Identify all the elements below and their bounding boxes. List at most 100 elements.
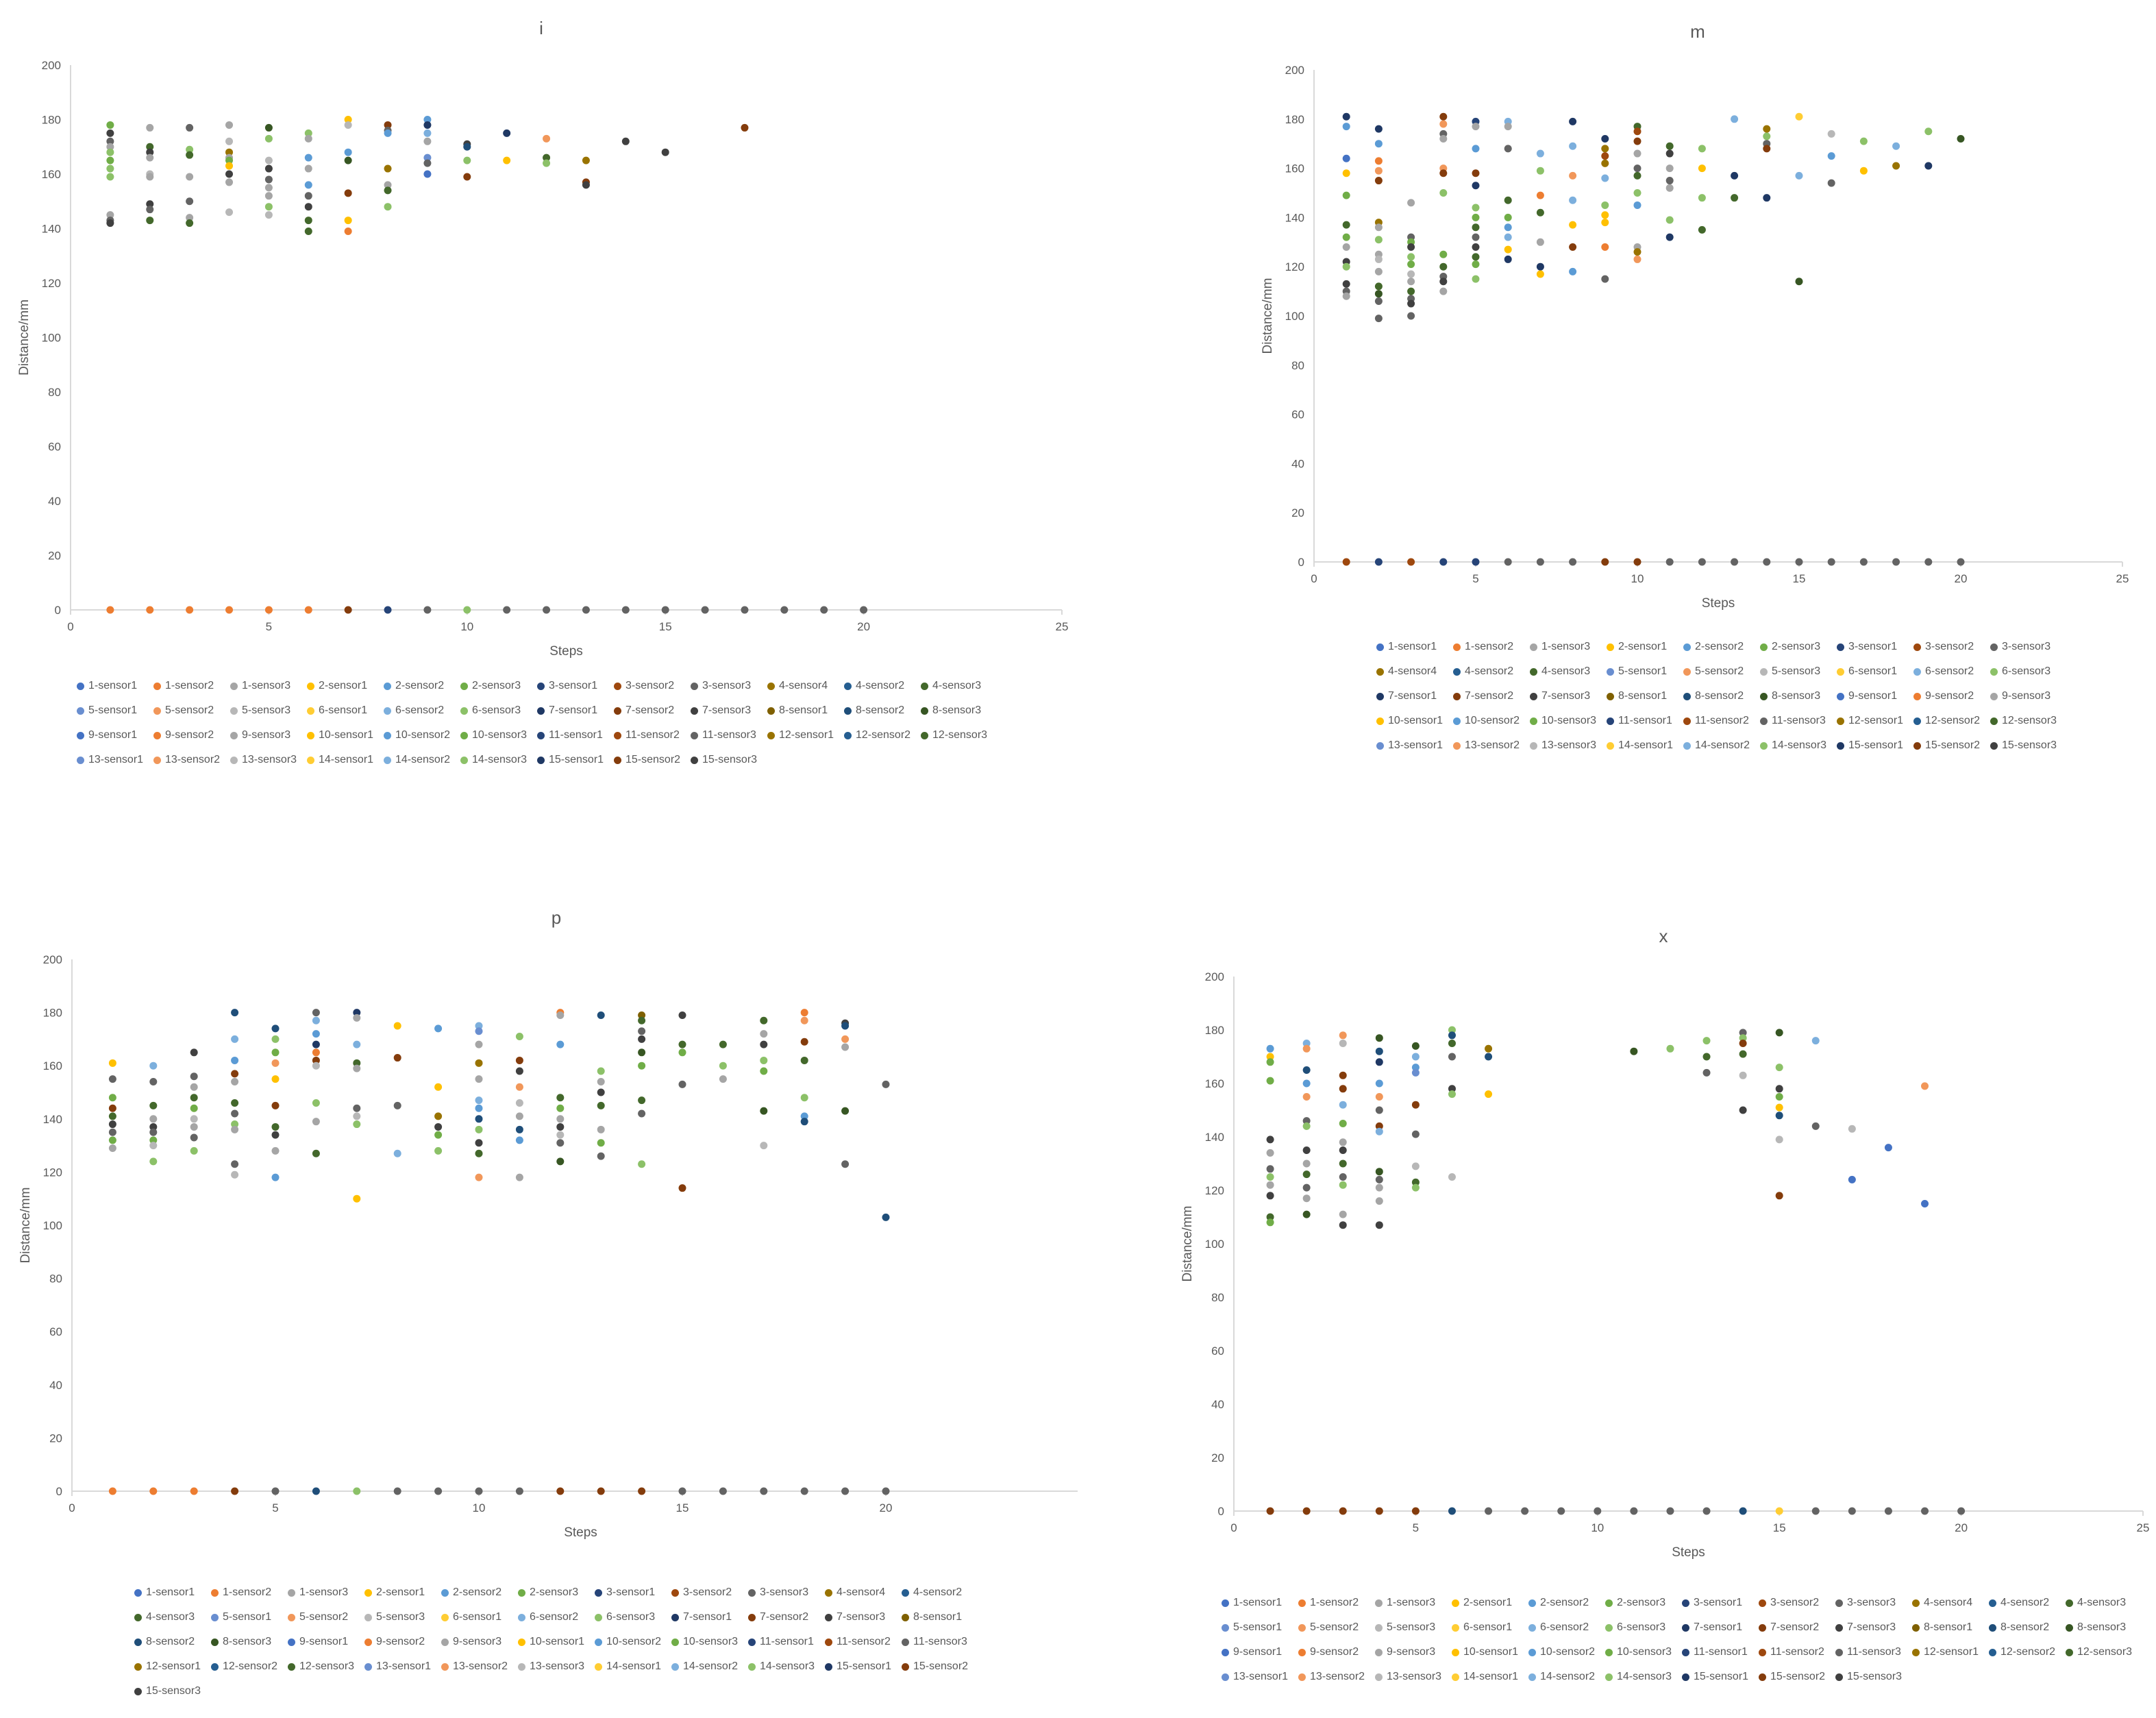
legend-marker	[364, 1613, 372, 1621]
data-point	[1775, 1029, 1783, 1037]
data-point	[384, 129, 392, 137]
legend-marker	[230, 707, 238, 715]
data-point	[1375, 1106, 1383, 1114]
legend-label: 1-sensor1	[146, 1586, 195, 1598]
x-tick-label: 10	[473, 1501, 486, 1514]
legend-item: 3-sensor1	[595, 1586, 671, 1599]
data-point	[312, 1062, 320, 1070]
data-point	[1536, 191, 1544, 199]
data-point	[515, 1487, 523, 1495]
data-point	[304, 154, 312, 162]
legend-item: 1-sensor1	[77, 680, 153, 692]
data-point	[304, 181, 312, 189]
data-point	[312, 1048, 320, 1057]
legend-item: 4-sensor2	[1453, 665, 1530, 678]
data-point	[841, 1022, 850, 1030]
legend-marker	[1837, 667, 1844, 676]
data-point	[1795, 278, 1803, 286]
legend-item: 8-sensor1	[1607, 690, 1683, 702]
data-point	[475, 1075, 483, 1083]
data-point	[304, 203, 312, 211]
legend-marker	[1835, 1673, 1843, 1681]
legend-item: 5-sensor2	[1298, 1621, 1375, 1634]
legend-marker	[825, 1613, 832, 1621]
legend-item: 3-sensor2	[614, 680, 691, 692]
data-point	[271, 1024, 280, 1033]
legend-marker	[230, 731, 238, 739]
legend-item: 10-sensor3	[1530, 715, 1607, 727]
data-point	[1472, 204, 1480, 212]
data-point	[106, 164, 114, 173]
legend-item: 15-sensor1	[825, 1660, 902, 1673]
data-point	[678, 1184, 686, 1192]
legend-label: 4-sensor4	[779, 680, 828, 691]
data-point	[190, 1115, 198, 1123]
data-point	[760, 1067, 768, 1075]
legend-label: 7-sensor3	[837, 1611, 886, 1623]
data-point	[393, 1022, 401, 1030]
legend-item: 8-sensor1	[902, 1611, 978, 1623]
legend-label: 14-sensor3	[472, 754, 528, 765]
legend-label: 1-sensor1	[1388, 641, 1437, 652]
legend-marker	[153, 682, 161, 690]
data-point	[1374, 157, 1383, 165]
legend-item: 12-sensor1	[1837, 715, 1913, 727]
legend-label: 5-sensor2	[165, 704, 214, 716]
data-point	[108, 1120, 116, 1129]
data-point	[1557, 1507, 1565, 1515]
legend-item: 11-sensor1	[537, 729, 614, 741]
data-point	[434, 1122, 443, 1131]
data-point	[556, 1115, 565, 1123]
data-point	[1407, 270, 1415, 278]
data-point	[1504, 123, 1512, 131]
legend-label: 6-sensor2	[530, 1611, 579, 1623]
chart-p-legend: 1-sensor1 1-sensor2 1-sensor3 2-sensor1 2-se…	[134, 1586, 998, 1697]
data-point	[271, 1059, 280, 1067]
data-point	[108, 1112, 116, 1120]
legend-item: 1-sensor2	[211, 1586, 288, 1599]
legend-item: 13-sensor1	[1376, 739, 1453, 752]
data-point	[515, 1083, 523, 1091]
data-point	[882, 1487, 890, 1495]
data-point	[1665, 216, 1674, 224]
data-point	[515, 1067, 523, 1075]
legend-marker	[671, 1588, 679, 1597]
legend-label: 10-sensor2	[1465, 715, 1520, 726]
legend-label: 7-sensor2	[1770, 1621, 1820, 1633]
legend-label: 5-sensor1	[1233, 1621, 1283, 1633]
y-tick-label: 0	[56, 1485, 62, 1498]
legend-label: 14-sensor2	[1540, 1671, 1596, 1682]
y-tick-label: 140	[1285, 211, 1304, 224]
legend-label: 1-sensor3	[1387, 1597, 1436, 1608]
legend-item: 14-sensor3	[1760, 739, 1837, 752]
data-point	[1342, 233, 1350, 241]
data-point	[1775, 1085, 1783, 1093]
data-point	[475, 1487, 483, 1495]
data-point	[1448, 1026, 1456, 1034]
data-point	[271, 1487, 280, 1495]
data-point	[1633, 255, 1641, 263]
legend-item: 7-sensor3	[1530, 690, 1607, 702]
data-point	[1633, 248, 1641, 256]
legend-label: 10-sensor1	[1463, 1646, 1519, 1658]
data-point	[231, 1109, 239, 1118]
data-point	[1472, 260, 1480, 269]
data-point	[1827, 179, 1835, 187]
legend-label: 14-sensor3	[1617, 1671, 1672, 1682]
legend-item: 4-sensor4	[1376, 665, 1453, 678]
data-point	[108, 1136, 116, 1144]
data-point	[423, 116, 432, 123]
data-point	[678, 1487, 686, 1495]
legend-label: 8-sensor2	[2000, 1621, 2050, 1633]
legend-label: 15-sensor3	[702, 754, 758, 765]
legend-marker	[1298, 1673, 1306, 1681]
data-point	[190, 1146, 198, 1155]
data-point	[597, 1067, 605, 1075]
legend-marker	[825, 1662, 832, 1671]
legend-label: 9-sensor2	[376, 1636, 425, 1647]
legend-item: 13-sensor3	[518, 1660, 595, 1673]
legend-item: 4-sensor2	[844, 680, 921, 692]
data-point	[264, 134, 273, 143]
data-point	[800, 1009, 808, 1017]
legend-item: 7-sensor2	[1453, 690, 1530, 702]
